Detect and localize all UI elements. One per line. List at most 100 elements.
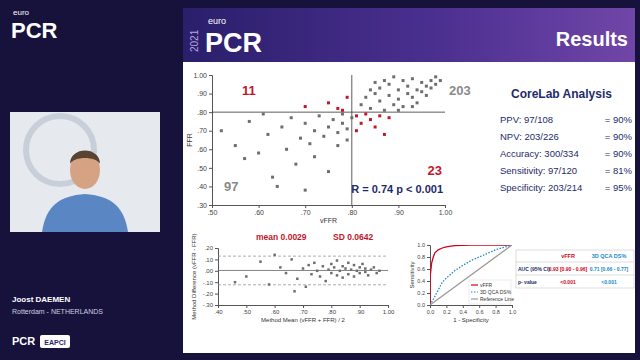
tick-label: .60 xyxy=(254,209,264,216)
point xyxy=(304,105,307,108)
tick-mark xyxy=(427,305,430,306)
plot-area xyxy=(212,75,445,205)
point xyxy=(234,281,237,284)
point xyxy=(411,105,414,108)
tick: .10 xyxy=(205,257,218,263)
tick: .90 xyxy=(356,305,365,315)
point xyxy=(268,283,271,286)
tick: .20 xyxy=(205,245,218,251)
tick: 0.2 xyxy=(417,290,430,296)
point xyxy=(397,109,400,112)
point xyxy=(327,126,330,129)
logo-small: euro xyxy=(13,8,30,17)
point xyxy=(341,276,344,279)
tick: 1.00 xyxy=(383,305,395,315)
point xyxy=(383,79,386,82)
point xyxy=(266,133,269,136)
point xyxy=(397,98,400,101)
point xyxy=(378,87,381,90)
tick-mark xyxy=(303,305,304,308)
footer-logo: PCR xyxy=(12,335,35,347)
point xyxy=(346,139,349,142)
table-frame xyxy=(516,250,634,288)
tick-mark xyxy=(496,305,497,308)
tick-label: .90 xyxy=(356,309,365,315)
tick: 0.0 xyxy=(427,305,435,315)
speaker-head xyxy=(70,151,100,189)
point xyxy=(316,270,319,273)
tick: .90 xyxy=(197,90,212,97)
tick-mark xyxy=(215,271,218,272)
tick-label: .70 xyxy=(197,127,207,134)
tick: .60 xyxy=(197,146,212,153)
point xyxy=(370,268,373,271)
tick-mark xyxy=(246,305,247,308)
axis-yticks: -.30-.20-.10.00.10.20 xyxy=(203,245,219,308)
tick: 1.0 xyxy=(417,242,430,248)
tick-label: 0.8 xyxy=(492,309,500,315)
tick-mark xyxy=(427,257,430,258)
point xyxy=(327,101,330,104)
tick-mark xyxy=(209,94,212,95)
point xyxy=(304,122,307,125)
point xyxy=(411,77,414,80)
tick: -.10 xyxy=(203,280,218,286)
point xyxy=(304,189,307,192)
point xyxy=(346,96,349,99)
table-row-label: p- value xyxy=(518,279,537,285)
tick-label: 0.8 xyxy=(417,254,425,260)
tick: -.20 xyxy=(203,291,218,297)
point xyxy=(383,109,386,112)
tick-label: .90 xyxy=(394,209,404,216)
video-frame xyxy=(10,112,160,232)
tick-label: .60 xyxy=(197,146,207,153)
annotation: SD 0.0642 xyxy=(333,232,373,242)
tick-label: 0.0 xyxy=(427,309,435,315)
chart: .40.50.60.70.80.901.00-.30-.20-.10.00.10… xyxy=(191,232,395,323)
point xyxy=(374,126,377,129)
point xyxy=(378,270,381,273)
tick-mark xyxy=(215,259,218,260)
tick-mark xyxy=(445,205,446,208)
point xyxy=(324,280,327,283)
point xyxy=(344,267,347,270)
slide-logo: PCR xyxy=(205,28,262,58)
tick: .50 xyxy=(243,305,252,315)
point xyxy=(350,268,353,271)
axis-line xyxy=(427,246,431,306)
tick: -.30 xyxy=(203,302,218,308)
slide-logo-small: euro xyxy=(208,16,226,26)
point xyxy=(285,148,288,151)
tick-label: .40 xyxy=(214,309,223,315)
point xyxy=(245,275,248,278)
stats-result: = 95% xyxy=(605,182,633,193)
tick: .70 xyxy=(299,305,308,315)
tick-mark xyxy=(512,305,513,308)
point xyxy=(332,118,335,121)
point xyxy=(375,272,378,275)
tick: .70 xyxy=(197,127,212,134)
point xyxy=(262,113,265,116)
tick-label: .50 xyxy=(243,309,252,315)
point xyxy=(364,96,367,99)
tick-mark xyxy=(215,305,218,306)
quadrant-count: 97 xyxy=(224,179,238,194)
tick-label: 0.2 xyxy=(443,309,451,315)
point xyxy=(313,129,316,132)
tick-label: 1.0 xyxy=(509,309,517,315)
point xyxy=(378,114,381,117)
stats-label: NPV: 203/226 xyxy=(500,131,559,142)
point xyxy=(302,267,305,270)
point xyxy=(373,266,376,269)
tick-mark xyxy=(352,205,353,208)
tick: 0.4 xyxy=(417,278,430,284)
table-header: 3D QCA DS% xyxy=(592,253,627,259)
axis-yticks: .30.40.50.60.70.80.901.00 xyxy=(193,72,212,209)
point xyxy=(290,116,293,119)
point xyxy=(336,131,339,134)
tick-mark xyxy=(331,305,332,308)
point xyxy=(313,262,316,265)
tick-mark xyxy=(215,282,218,283)
tick-mark xyxy=(463,305,464,308)
point xyxy=(248,120,251,123)
